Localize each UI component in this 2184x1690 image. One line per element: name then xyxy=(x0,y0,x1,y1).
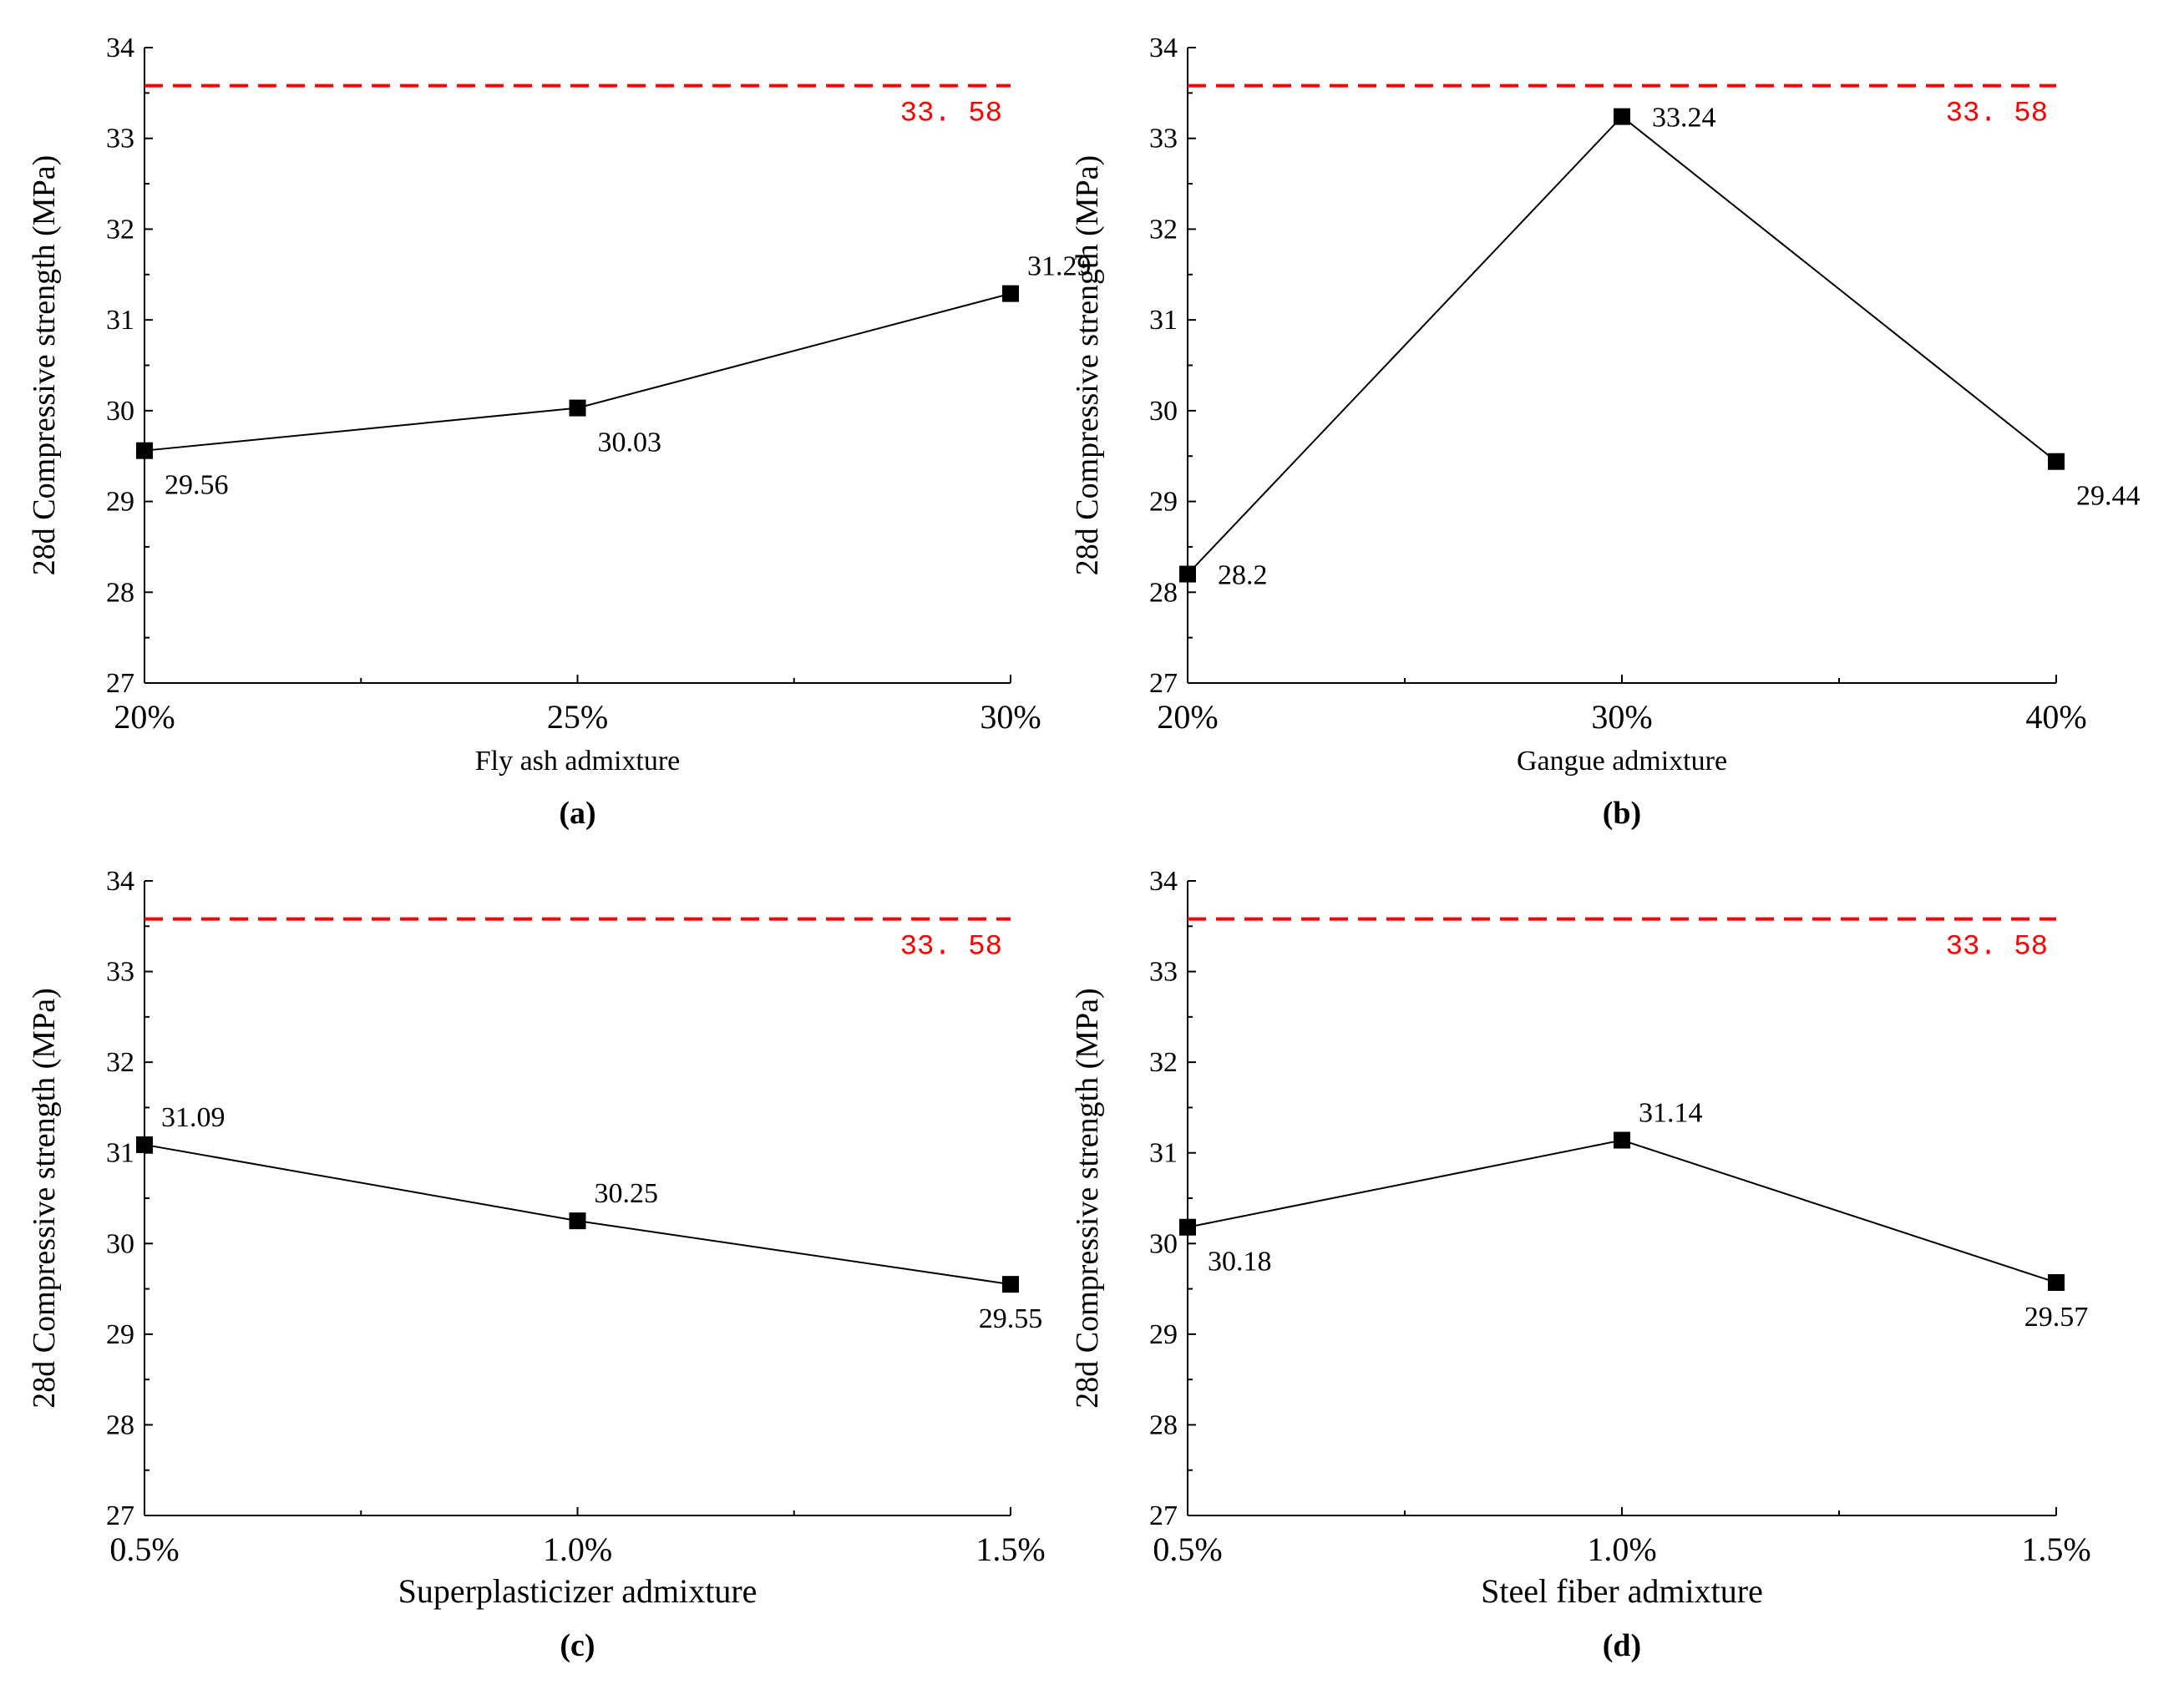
chart-b-data-label: 29.44 xyxy=(2076,481,2141,512)
chart-b-y-axis-title: 28d Compressive strength (MPa) xyxy=(1070,155,1105,575)
chart-b-x-axis-title: Gangue admixture xyxy=(1517,746,1727,777)
chart-a-series-line xyxy=(144,292,1011,452)
chart-b-data-label: 33.24 xyxy=(1652,103,1716,134)
chart-b-data-point xyxy=(1179,565,1196,583)
chart-c-y-tick-label: 28 xyxy=(106,1409,134,1440)
chart-d-y-tick-label: 27 xyxy=(1149,1500,1178,1531)
chart-d-x-axis-title: Steel fiber admixture xyxy=(1481,1572,1763,1610)
chart-d-data-label: 30.18 xyxy=(1208,1247,1272,1278)
chart-c-y-tick-label: 27 xyxy=(106,1500,134,1531)
chart-a-x-tick-label: 25% xyxy=(547,698,608,736)
chart-a-y-tick-label: 30 xyxy=(106,396,134,427)
chart-a-y-tick-label: 31 xyxy=(106,305,134,336)
chart-d-x-tick-label: 1.0% xyxy=(1587,1531,1656,1568)
chart-b-data-point xyxy=(1614,108,1630,125)
chart-d-series-line xyxy=(1187,1139,2057,1283)
chart-c-panel-label: (c) xyxy=(560,1628,595,1663)
chart-a-y-tick-label: 29 xyxy=(106,487,134,518)
chart-b-series-line xyxy=(1187,115,2057,575)
chart-b-x-tick-label: 30% xyxy=(1591,698,1652,736)
chart-a-x-tick-label: 30% xyxy=(980,698,1041,736)
chart-c-y-tick-label: 34 xyxy=(106,866,134,897)
chart-b-y-tick-label: 32 xyxy=(1149,214,1178,245)
chart-d-y-tick-label: 31 xyxy=(1149,1138,1178,1169)
chart-a-y-tick-label: 34 xyxy=(106,33,134,63)
chart-d-y-tick-label: 33 xyxy=(1149,957,1178,988)
chart-b-data-point xyxy=(2048,453,2065,470)
chart-a-y-axis-title: 28d Compressive strength (MPa) xyxy=(27,155,62,575)
chart-d-data-point xyxy=(1179,1218,1196,1236)
chart-a-panel-label: (a) xyxy=(559,796,595,831)
chart-a-y-tick-label: 27 xyxy=(106,668,134,699)
chart-c-y-tick-label: 29 xyxy=(106,1319,134,1350)
chart-d-y-tick-label: 34 xyxy=(1149,866,1178,897)
chart-b-y-tick-label: 28 xyxy=(1149,577,1178,608)
chart-b-y-tick-label: 33 xyxy=(1149,124,1178,154)
chart-c-y-tick-label: 32 xyxy=(106,1047,134,1078)
chart-d-data-label: 31.14 xyxy=(1639,1098,1703,1129)
chart-c-y-axis-title: 28d Compressive strength (MPa) xyxy=(27,988,62,1408)
chart-b-y-tick-label: 34 xyxy=(1149,33,1178,63)
chart-d-y-tick-label: 32 xyxy=(1149,1047,1178,1078)
chart-a-data-label: 31.29 xyxy=(1027,251,1092,282)
chart-c-x-axis-title: Superplasticizer admixture xyxy=(398,1572,758,1610)
chart-a-data-point xyxy=(569,399,586,417)
chart-a-data-label: 29.56 xyxy=(165,470,229,501)
chart-b-x-tick-label: 40% xyxy=(2025,698,2086,736)
chart-b-y-tick-label: 30 xyxy=(1149,396,1178,427)
chart-c-data-point xyxy=(1002,1276,1019,1293)
chart-c-data-point xyxy=(136,1136,153,1153)
chart-b-y-tick-label: 27 xyxy=(1149,668,1178,699)
chart-d-data-label: 29.57 xyxy=(2024,1302,2089,1333)
chart-a-y-tick-label: 33 xyxy=(106,124,134,154)
chart-b-data-label: 28.2 xyxy=(1218,560,1268,591)
chart-a-y-tick-label: 32 xyxy=(106,214,134,245)
chart-d-reference-label: 33. 58 xyxy=(1946,932,2048,964)
chart-d-y-axis-title: 28d Compressive strength (MPa) xyxy=(1070,988,1105,1408)
chart-a-x-tick-label: 20% xyxy=(114,698,175,736)
chart-a-data-point xyxy=(136,442,153,459)
chart-c-data-label: 31.09 xyxy=(161,1102,225,1133)
chart-c-y-tick-label: 33 xyxy=(106,957,134,988)
chart-d-y-tick-label: 28 xyxy=(1149,1409,1178,1440)
chart-b-x-tick-label: 20% xyxy=(1157,698,1218,736)
chart-c-data-label: 30.25 xyxy=(595,1178,659,1209)
chart-a-data-label: 30.03 xyxy=(598,428,662,458)
chart-b-y-tick-label: 31 xyxy=(1149,305,1178,336)
chart-c-data-label: 29.55 xyxy=(979,1303,1043,1334)
chart-b-y-tick-label: 29 xyxy=(1149,487,1178,518)
chart-a-reference-label: 33. 58 xyxy=(900,99,1002,130)
chart-b-reference-label: 33. 58 xyxy=(1946,99,2048,130)
chart-d-data-point xyxy=(1614,1131,1630,1149)
chart-c-data-point xyxy=(569,1212,586,1230)
chart-c-y-tick-label: 31 xyxy=(106,1138,134,1169)
chart-a-x-axis-title: Fly ash admixture xyxy=(475,746,681,777)
chart-a-data-point xyxy=(1002,285,1019,302)
chart-a-y-tick-label: 28 xyxy=(106,577,134,608)
chart-b-panel-label: (b) xyxy=(1603,796,1641,831)
chart-d-x-tick-label: 0.5% xyxy=(1153,1531,1222,1568)
chart-c-y-tick-label: 30 xyxy=(106,1228,134,1259)
chart-d-y-tick-label: 29 xyxy=(1149,1319,1178,1350)
chart-d-x-tick-label: 1.5% xyxy=(2021,1531,2090,1568)
chart-d-data-point xyxy=(2048,1273,2065,1291)
chart-c-reference-label: 33. 58 xyxy=(900,932,1002,964)
chart-c-x-tick-label: 1.5% xyxy=(975,1531,1045,1568)
chart-d-panel-label: (d) xyxy=(1603,1628,1641,1663)
chart-c-x-tick-label: 0.5% xyxy=(109,1531,179,1568)
chart-c-x-tick-label: 1.0% xyxy=(543,1531,612,1568)
chart-d-y-tick-label: 30 xyxy=(1149,1228,1178,1259)
